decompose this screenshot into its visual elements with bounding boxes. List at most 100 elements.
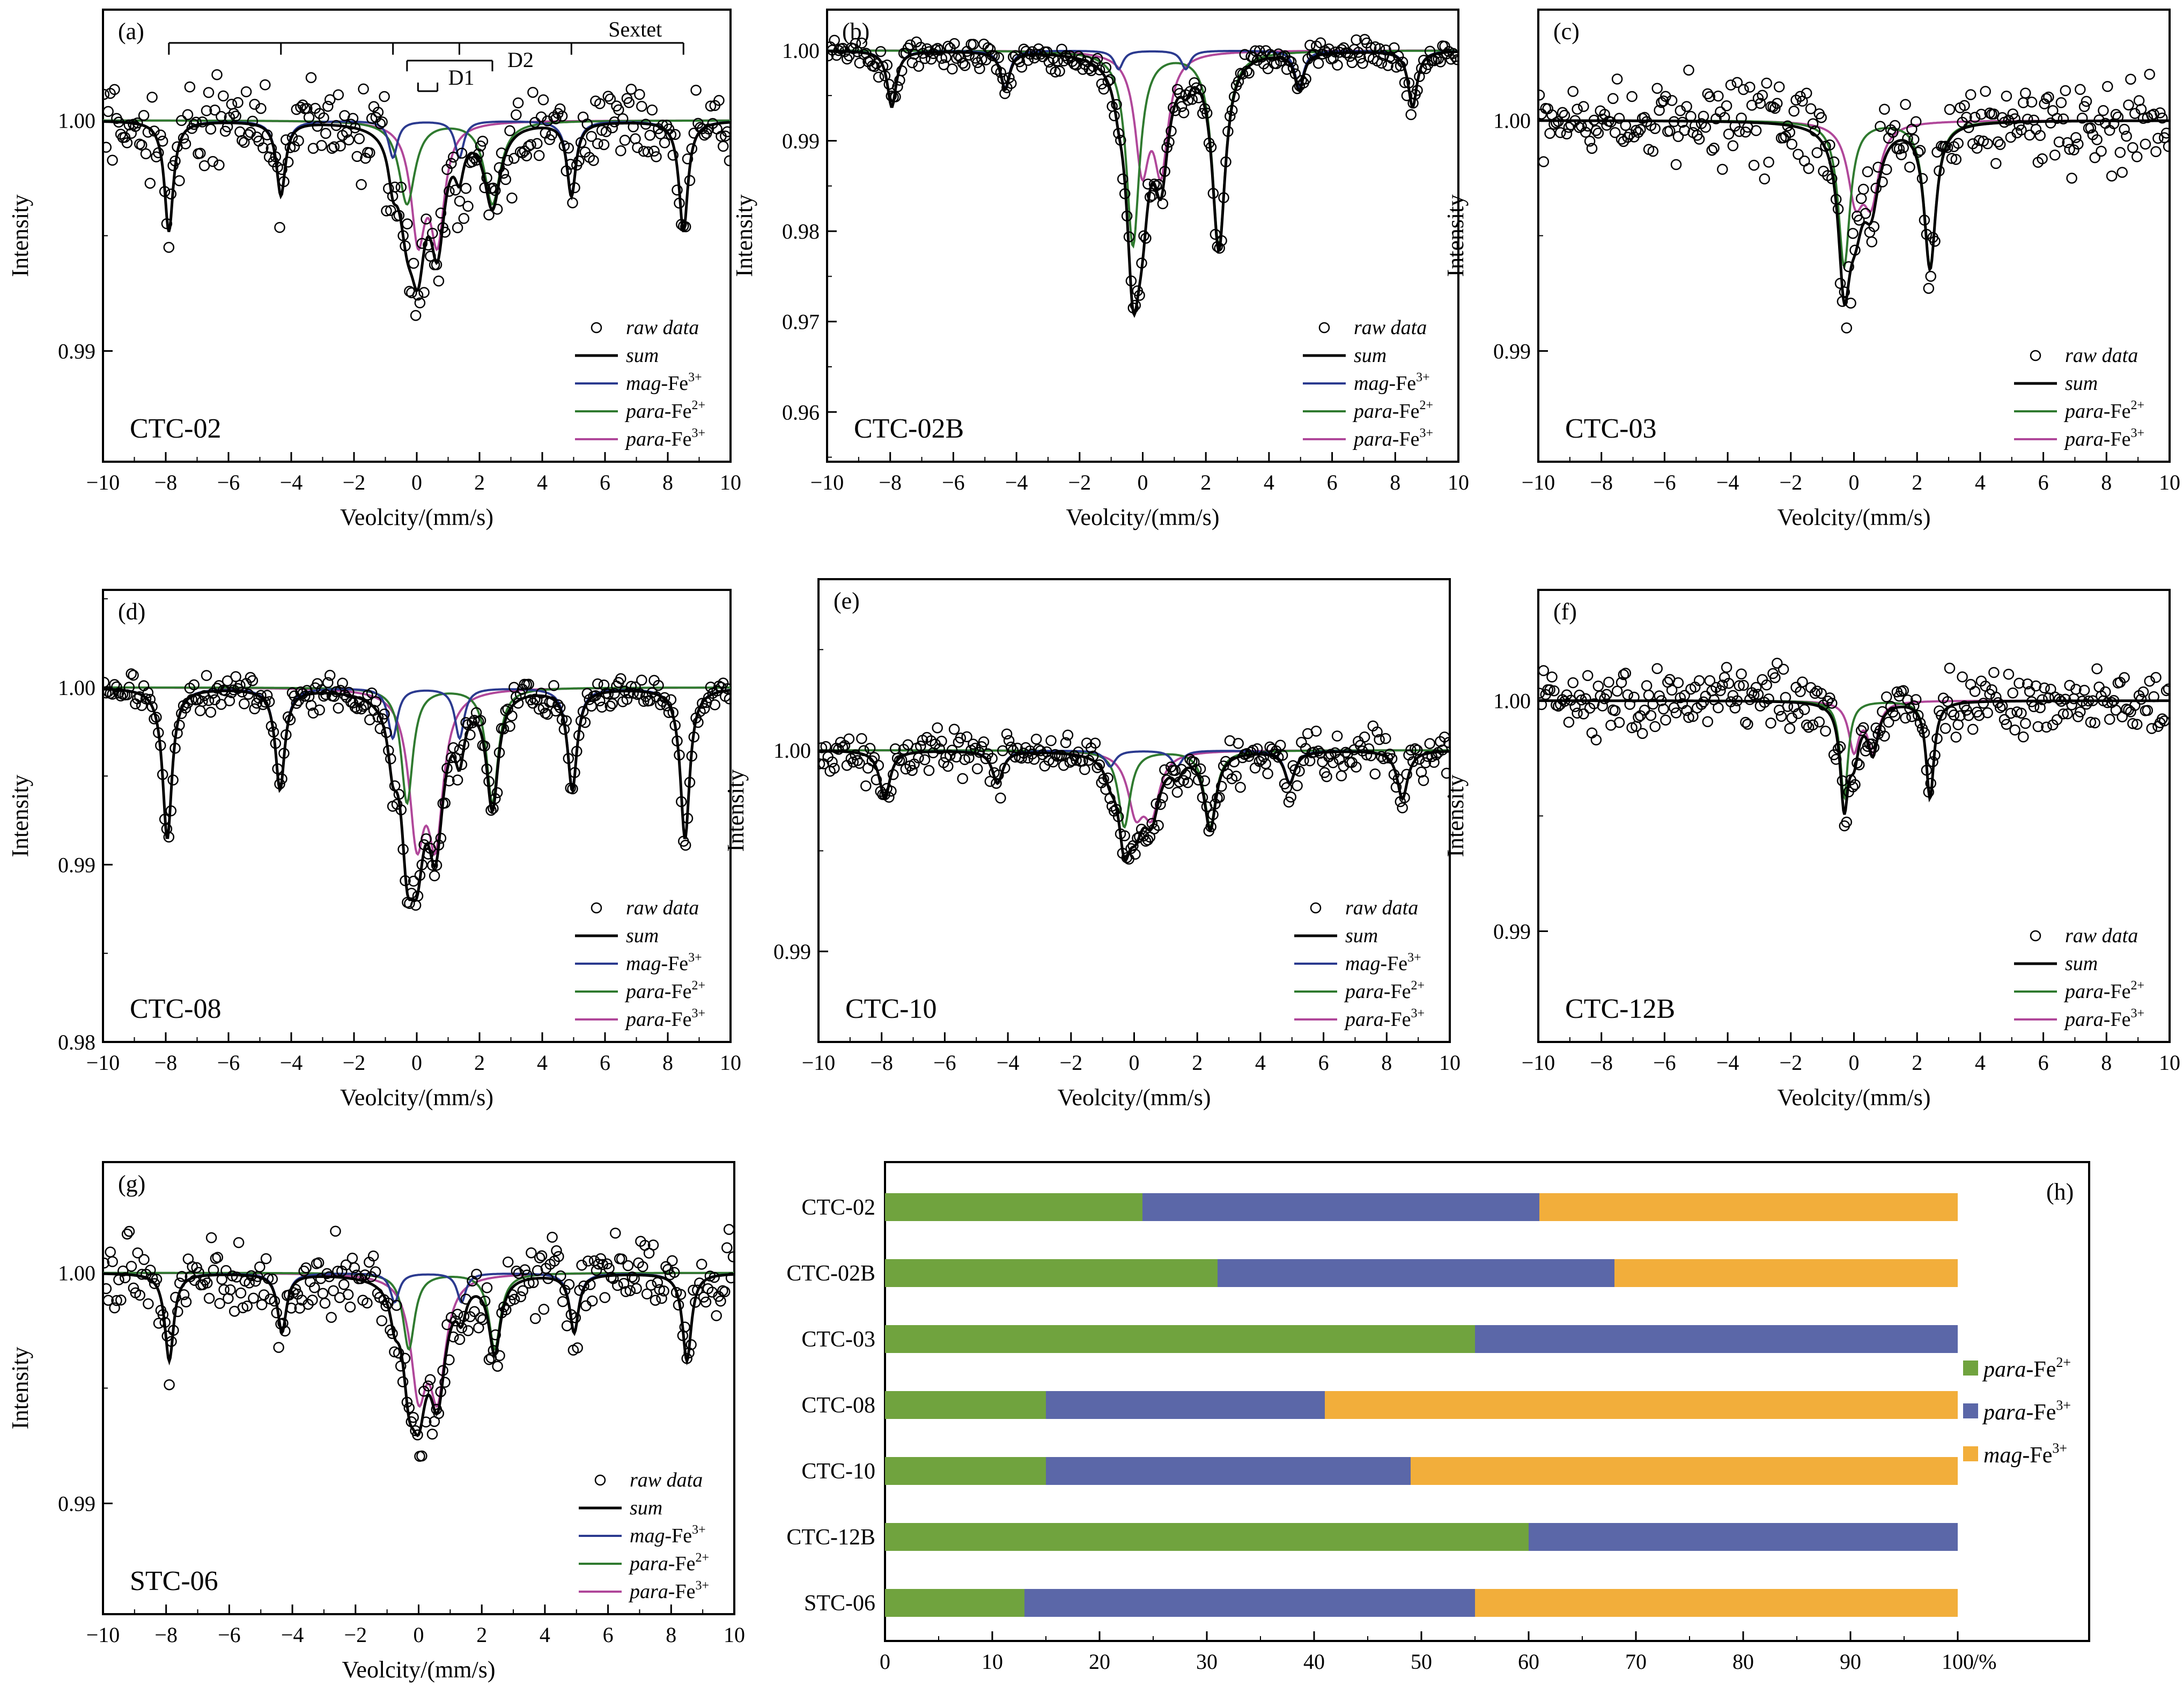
raw-data-point [439,1377,451,1388]
raw-data-point [379,91,390,102]
raw-data-point [533,150,545,161]
raw-data-point [1401,90,1413,101]
plot-area [103,69,731,321]
raw-data-point [2078,101,2090,113]
raw-data-point [1898,685,1909,696]
raw-data-point [2114,147,2126,158]
raw-data-point [727,1251,734,1262]
x-tick-label: −4 [281,1623,304,1647]
legend-raw-marker [2030,930,2041,942]
x-tick-label: 8 [662,470,673,494]
raw-data-point [103,88,110,100]
sum-fit-curve [1538,119,2170,307]
raw-data-point [439,226,451,238]
raw-data-points [103,69,731,321]
bar-segment-paraFe3 [1046,1457,1411,1485]
raw-data-point [1681,101,1692,112]
raw-data-points [103,668,731,911]
raw-data-point [107,1256,118,1267]
x-tick-label: −2 [1068,470,1092,494]
raw-data-point [2001,90,2012,102]
legend-sum-label: sum [626,344,659,367]
panel-label: (d) [118,598,145,625]
legend-paraFe2-swatch [1963,1361,1978,1376]
raw-data-point [2034,130,2046,141]
raw-data-point [1769,672,1781,683]
raw-data-point [1578,101,1589,112]
raw-data-point [573,155,585,167]
legend-paraFe2-label: para-Fe2+ [2063,979,2144,1003]
raw-data-point [458,213,470,224]
raw-data-point [818,758,825,770]
raw-data-point [1778,663,1789,675]
raw-data-point [249,703,260,715]
raw-data-point [198,160,210,172]
legend-sum-label: sum [630,1497,662,1519]
raw-data-point [225,1284,236,1296]
raw-data-point [595,1253,607,1265]
raw-data-point [1801,87,1812,99]
raw-data-point [715,1296,726,1307]
raw-data-point [1645,709,1657,721]
raw-data-point [1420,757,1432,768]
raw-data-point [1773,81,1785,93]
raw-data-point [144,178,156,189]
bar-segment-paraFe2 [885,1193,1142,1221]
raw-data-point [932,722,943,734]
raw-data-point [1371,726,1383,738]
raw-data-point [117,1265,129,1277]
raw-data-point [724,693,731,705]
raw-data-point [1578,708,1589,720]
x-tick-label: 10 [2159,1051,2180,1075]
raw-data-point [1538,156,1550,167]
raw-data-point [948,723,960,735]
raw-data-point [424,1374,436,1385]
legend-mag-label: mag-Fe3+ [1983,1440,2067,1468]
raw-data-point [621,693,633,705]
raw-data-point [604,93,616,105]
raw-data-point [1332,60,1343,71]
legend: raw data sum para-Fe2+ para-Fe3+ [2014,344,2144,450]
legend-paraFe3-swatch [1963,1403,1978,1418]
raw-data-point [523,678,534,690]
raw-data-point [247,115,259,127]
x-tick-label: 8 [2101,1051,2112,1075]
raw-data-point [1405,109,1417,121]
raw-data-point [2144,675,2155,687]
raw-data-point [612,1280,623,1291]
raw-data-point [1772,657,1783,669]
raw-data-point [525,139,536,151]
spectrum-panel-stc-06: −10 −8 −6 −4 −2 0 2 4 6 8 10 0.99 1.00 Veolcity/(mm/s… [7,1161,745,1683]
y-tick-label: 0.99 [773,940,811,964]
legend-raw-label: raw data [2065,344,2138,367]
raw-data-point [1769,102,1781,114]
raw-data-point [105,1246,116,1258]
x-tick-label: −10 [1522,470,1555,494]
raw-data-point [1258,751,1270,763]
raw-data-point [519,1264,530,1276]
raw-data-point [119,1272,131,1284]
raw-data-point [182,109,194,121]
x-tick-label: −4 [280,1051,303,1075]
raw-data-point [1670,707,1682,719]
raw-data-point [560,715,572,727]
raw-data-point [1230,771,1242,782]
raw-data-point [1664,125,1676,137]
x-tick-label: 2 [1200,470,1211,494]
panel-label: (a) [118,18,144,45]
raw-data-point [527,86,539,98]
raw-data-point [1285,792,1297,803]
raw-data-point [690,84,702,96]
raw-data-point [552,699,564,711]
raw-data-point [592,138,603,150]
y-axis-label: Intensity [7,775,33,857]
raw-data-point [843,733,855,745]
raw-data-point [1908,134,1920,145]
bar-legend: para-Fe2+ para-Fe3+ mag-Fe3+ [1963,1355,2071,1468]
panel-label: (c) [1553,18,1580,45]
raw-data-point [346,1252,358,1264]
raw-data-point [1824,692,1835,704]
raw-data-point [1813,716,1825,728]
raw-data-point [1001,728,1013,740]
raw-data-point [381,205,392,217]
